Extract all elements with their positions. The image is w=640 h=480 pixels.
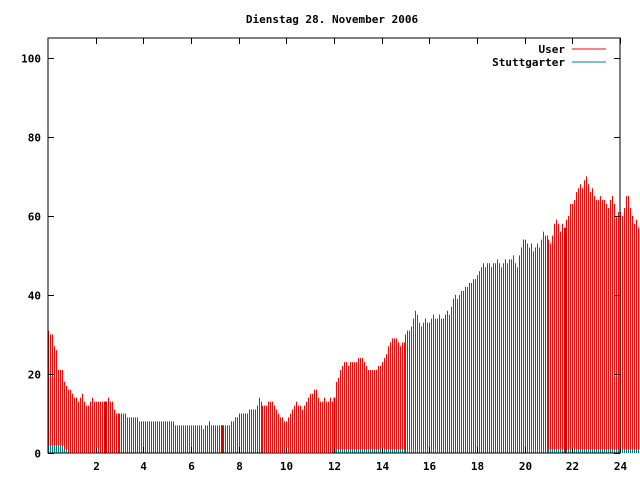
x-tick-label: 6 bbox=[188, 460, 195, 473]
y-tick-label: 80 bbox=[28, 132, 41, 145]
x-axis: 2 4 6 8 10 12 14 16 18 20 22 24 bbox=[93, 38, 627, 473]
legend: User Stuttgarter bbox=[492, 43, 606, 69]
y-tick-label: 20 bbox=[28, 369, 41, 382]
x-tick-label: 10 bbox=[280, 460, 293, 473]
y-axis: 0 20 40 60 80 100 bbox=[21, 53, 620, 461]
x-tick-label: 18 bbox=[471, 460, 484, 473]
y-tick-label: 40 bbox=[28, 290, 41, 303]
x-tick-label: 20 bbox=[519, 460, 532, 473]
x-tick-label: 8 bbox=[236, 460, 243, 473]
x-tick-label: 12 bbox=[328, 460, 341, 473]
user-bars bbox=[48, 176, 639, 453]
chart-title: Dienstag 28. November 2006 bbox=[246, 13, 419, 26]
y-tick-label: 60 bbox=[28, 211, 41, 224]
x-tick-label: 4 bbox=[140, 460, 147, 473]
x-tick-label: 16 bbox=[423, 460, 437, 473]
plot-frame bbox=[47, 37, 621, 454]
highlight-bars bbox=[104, 227, 567, 453]
x-tick-label: 2 bbox=[93, 460, 100, 473]
y-tick-label: 0 bbox=[34, 448, 41, 461]
legend-user-label: User bbox=[539, 43, 566, 56]
x-tick-label: 14 bbox=[376, 460, 390, 473]
x-tick-label: 22 bbox=[566, 460, 579, 473]
x-tick-label: 24 bbox=[614, 460, 628, 473]
y-tick-label: 100 bbox=[21, 53, 41, 66]
legend-stuttgarter-label: Stuttgarter bbox=[492, 56, 565, 69]
